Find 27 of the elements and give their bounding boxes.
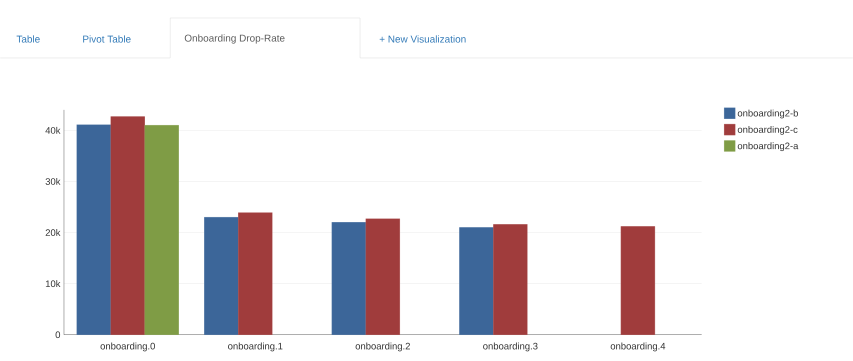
bar [493, 224, 528, 336]
text: + New Visualization [380, 35, 466, 43]
bar [332, 222, 366, 336]
y-tick-label: 10k [46, 280, 60, 288]
y-tick-label: 40k [45, 126, 60, 134]
bar [620, 226, 656, 336]
bar [238, 212, 272, 336]
y-tick-label: 0 [56, 331, 60, 338]
bar [366, 218, 400, 336]
legend-label: onboarding2-a [738, 142, 798, 152]
bar [459, 227, 494, 336]
bar [76, 124, 111, 336]
text: Pivot Table [83, 35, 131, 43]
legend-label: onboarding2-c [738, 126, 798, 135]
bar [204, 217, 238, 336]
bar [110, 116, 145, 336]
text: Table [16, 35, 40, 43]
x-tick-label: onboarding.4 [610, 342, 666, 352]
x-tick-label: onboarding.2 [356, 342, 410, 352]
legend-label: onboarding2-b [738, 110, 798, 118]
bar [144, 125, 179, 336]
x-tick-label: onboarding.1 [228, 342, 282, 352]
text: Onboarding Drop-Rate [184, 34, 285, 44]
y-tick-label: 20k [46, 229, 60, 236]
x-tick-label: onboarding.0 [100, 342, 155, 352]
y-tick-label: 30k [46, 178, 60, 185]
x-tick-label: onboarding.3 [483, 342, 538, 352]
